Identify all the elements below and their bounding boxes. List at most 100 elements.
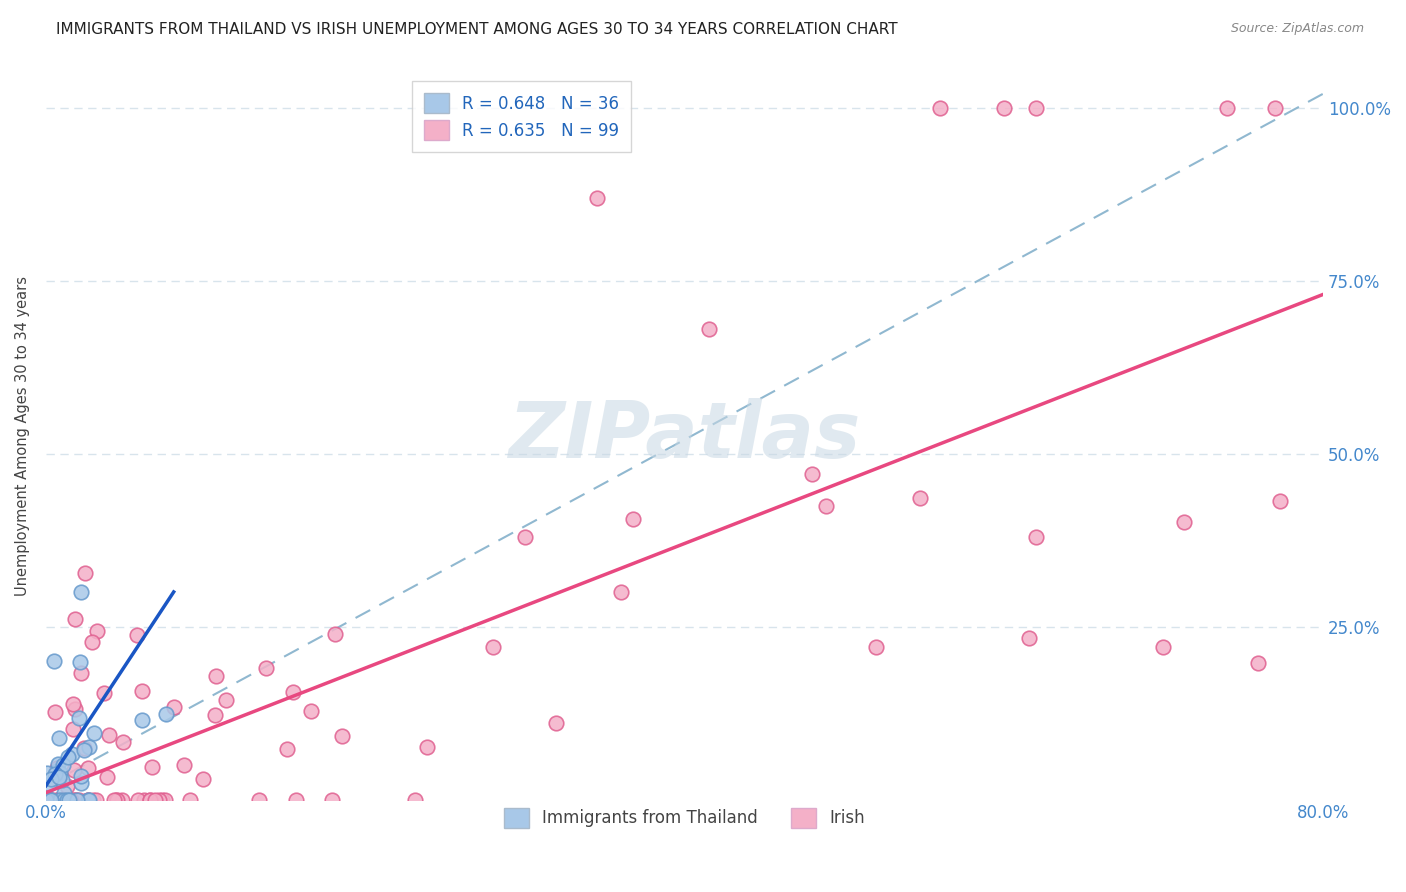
Text: IMMIGRANTS FROM THAILAND VS IRISH UNEMPLOYMENT AMONG AGES 30 TO 34 YEARS CORRELA: IMMIGRANTS FROM THAILAND VS IRISH UNEMPL… [56, 22, 898, 37]
Point [69, 776, 91, 790]
Point [76, 792, 98, 806]
Point [56, 779, 79, 793]
Point [138, 792, 160, 806]
Point [70, 769, 93, 783]
Point [131, 713, 153, 727]
Point [127, 792, 149, 806]
Point [60, 747, 83, 761]
Point [35, 792, 58, 806]
Point [321, 792, 343, 806]
Point [38, 792, 60, 806]
Point [65, 792, 87, 806]
Point [42, 654, 65, 668]
Point [39, 792, 62, 806]
Point [148, 792, 170, 806]
Point [52, 792, 75, 806]
Point [62, 792, 84, 806]
Point [112, 735, 135, 749]
Point [45, 792, 67, 806]
Point [814, 499, 837, 513]
Point [285, 792, 308, 806]
Point [39, 792, 62, 806]
Point [48, 792, 70, 806]
Point [1018, 632, 1040, 646]
Point [46, 761, 69, 775]
Point [143, 792, 166, 806]
Point [49, 792, 72, 806]
Point [609, 585, 631, 599]
Point [323, 627, 346, 641]
Point [1173, 515, 1195, 529]
Point [1216, 101, 1239, 115]
Point [134, 792, 156, 806]
Point [513, 530, 536, 544]
Point [77, 792, 100, 806]
Point [39, 792, 62, 806]
Point [46, 756, 69, 771]
Point [139, 792, 162, 806]
Point [482, 640, 505, 655]
Point [53, 792, 76, 806]
Point [59, 792, 82, 806]
Point [67, 711, 90, 725]
Point [865, 640, 887, 655]
Point [96, 770, 118, 784]
Point [1247, 656, 1270, 670]
Point [910, 491, 932, 505]
Point [215, 693, 238, 707]
Point [301, 704, 323, 718]
Point [35, 792, 58, 806]
Point [107, 792, 129, 806]
Point [929, 101, 952, 115]
Point [141, 759, 163, 773]
Point [330, 730, 353, 744]
Point [416, 740, 439, 755]
Point [131, 684, 153, 698]
Point [83, 725, 105, 739]
Point [254, 661, 277, 675]
Point [56, 792, 79, 806]
Point [39, 772, 62, 786]
Point [38, 777, 60, 791]
Point [1025, 101, 1047, 115]
Point [39, 792, 62, 806]
Point [191, 772, 214, 787]
Point [52, 786, 75, 800]
Point [46, 773, 69, 788]
Point [51, 772, 73, 787]
Point [48, 731, 70, 745]
Point [62, 722, 84, 736]
Point [801, 467, 824, 482]
Point [127, 627, 149, 641]
Point [86, 624, 108, 639]
Point [75, 566, 97, 581]
Point [247, 792, 270, 806]
Point [48, 766, 70, 780]
Point [69, 665, 91, 680]
Point [80, 635, 103, 649]
Point [56, 750, 79, 764]
Point [544, 716, 567, 731]
Point [63, 702, 86, 716]
Point [41, 792, 63, 806]
Point [45, 764, 67, 778]
Point [404, 792, 426, 806]
Point [104, 792, 127, 806]
Point [37, 792, 59, 806]
Point [111, 792, 134, 806]
Point [70, 585, 93, 599]
Point [62, 697, 84, 711]
Point [52, 758, 75, 772]
Point [281, 685, 304, 699]
Point [63, 612, 86, 626]
Point [46, 792, 69, 806]
Point [37, 765, 59, 780]
Point [62, 763, 84, 777]
Point [204, 669, 226, 683]
Point [1264, 101, 1286, 115]
Point [38, 792, 60, 806]
Point [155, 792, 177, 806]
Text: Source: ZipAtlas.com: Source: ZipAtlas.com [1230, 22, 1364, 36]
Point [58, 792, 80, 806]
Point [58, 792, 80, 806]
